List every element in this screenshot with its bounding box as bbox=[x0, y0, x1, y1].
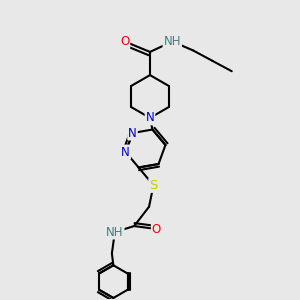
Text: N: N bbox=[128, 127, 137, 140]
Text: NH: NH bbox=[164, 35, 181, 48]
Text: N: N bbox=[146, 111, 154, 124]
Text: O: O bbox=[152, 223, 161, 236]
Text: S: S bbox=[149, 179, 158, 192]
Text: N: N bbox=[121, 146, 130, 158]
Text: O: O bbox=[120, 35, 129, 48]
Text: NH: NH bbox=[106, 226, 124, 238]
